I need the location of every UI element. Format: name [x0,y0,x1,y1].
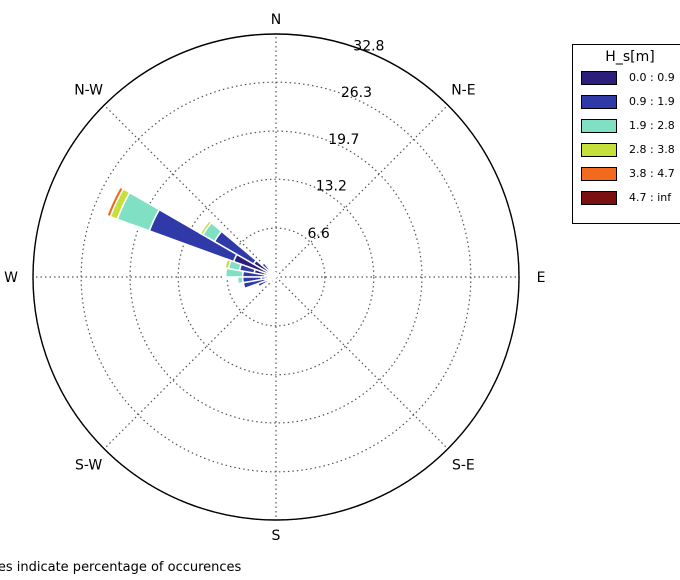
angular-grid-line [275,104,449,278]
legend-item: 2.8 : 3.8 [573,139,680,161]
legend-item: 1.9 : 2.8 [573,115,680,137]
direction-label: E [537,270,546,286]
legend-label: 3.8 : 4.7 [629,167,675,180]
legend-swatch [581,71,617,85]
rose-bar-segment [241,281,246,290]
legend-title: H_s[m] [605,49,655,65]
legend-swatch [581,119,617,133]
legend-swatch [581,191,617,205]
rose-bar-segment [223,258,229,269]
rose-bar-segment [273,271,277,276]
legend-label: 0.9 : 1.9 [629,95,675,108]
rose-bar-segment [275,273,280,278]
legend-swatch [581,167,617,181]
angular-grid-line [103,276,277,450]
rose-bar-segment [235,276,239,285]
direction-label: N [271,12,281,28]
legend-item: 0.0 : 0.9 [573,67,680,89]
rose-bar-segment [223,267,228,278]
radial-grid-circle [177,178,375,376]
direction-label: S-E [452,457,475,473]
direction-label: N-W [74,83,103,99]
footnote: lues indicate percentage of occurences [0,560,242,575]
rose-bar-segment [198,219,211,235]
radial-grid-circle [129,130,423,424]
legend-label: 2.8 : 3.8 [629,143,675,156]
radial-tick-label: 6.6 [308,226,330,242]
legend-label: 4.7 : inf [629,191,672,204]
legend-label: 0.0 : 0.9 [629,71,675,84]
radial-tick-label: 19.7 [328,132,359,148]
legend-item: 4.7 : inf [573,187,680,209]
legend-swatch [581,95,617,109]
radial-tick-label: 13.2 [316,179,347,195]
outer-circle [32,33,520,521]
angular-grid-line [103,104,277,278]
radial-tick-label: 32.8 [353,38,384,54]
direction-label: S [272,528,281,544]
rose-bar-segment [268,278,274,283]
legend-swatch [581,143,617,157]
angular-grid-line [275,276,449,450]
legend: H_s[m] 0.0 : 0.9 0.9 : 1.9 1.9 : 2.8 2.8… [572,44,680,224]
rose-bar-segment [260,261,266,267]
legend-item: 0.9 : 1.9 [573,91,680,113]
rose-bar-segment [271,269,276,274]
direction-label: N-E [451,83,475,99]
direction-label: W [4,270,18,286]
legend-label: 1.9 : 2.8 [629,119,675,132]
direction-label: S-W [75,457,102,473]
radial-tick-label: 26.3 [341,85,372,101]
legend-item: 3.8 : 4.7 [573,163,680,185]
rose-bar-segment [104,185,122,217]
